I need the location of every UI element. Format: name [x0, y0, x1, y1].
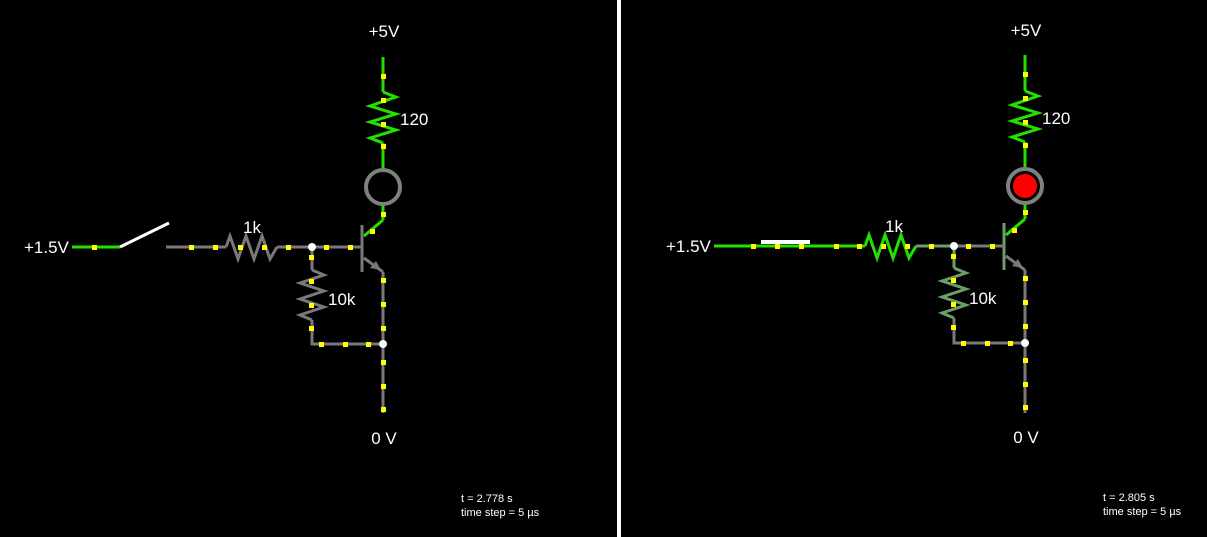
emitter-arrow-icon — [1012, 259, 1023, 268]
base-resistor-label: 1k — [243, 218, 261, 237]
current-dots — [92, 74, 386, 412]
base-resistor[interactable] — [863, 230, 918, 263]
junction-dot — [308, 243, 316, 251]
circuit-panel-switch-open: +5V +1.5V 120 1k 10k 0 V t = 2.778 s tim… — [24, 22, 540, 520]
time-step-readout: time step = 5 µs — [461, 507, 540, 519]
emitter-arrow-icon — [370, 261, 381, 270]
input-voltage-label: +1.5V — [666, 237, 712, 256]
led[interactable] — [364, 168, 402, 206]
simulation-status: t = 2.805 s time step = 5 µs — [1103, 491, 1181, 519]
collector-resistor[interactable] — [364, 90, 402, 145]
ground-return-wire — [952, 318, 1025, 345]
panel-divider — [617, 0, 621, 537]
pulldown-resistor-label: 10k — [328, 290, 356, 309]
circuit-panel-switch-closed: +5V +1.5V 120 1k 10k 0 V t = 2.805 s tim… — [621, 0, 1207, 537]
led-glow — [1013, 174, 1037, 198]
input-voltage-label: +1.5V — [24, 238, 70, 257]
switch-open[interactable] — [119, 221, 170, 249]
collector-resistor[interactable] — [1006, 89, 1044, 144]
base-resistor-label: 1k — [885, 217, 903, 236]
circuit-canvas: +5V +1.5V 120 1k 10k 0 V — [24, 22, 428, 448]
current-dots — [751, 72, 1028, 410]
simulation-status: t = 2.778 s time step = 5 µs — [461, 492, 539, 520]
ground-label: 0 V — [371, 429, 397, 448]
junction-dot — [950, 242, 958, 250]
collector-lead — [363, 218, 384, 238]
supply-voltage-label: +5V — [369, 22, 400, 41]
circuit-canvas: +5V +1.5V 120 1k 10k 0 V — [666, 21, 1070, 447]
junction-dot — [1021, 339, 1029, 347]
time-step-readout: time step = 5 µs — [1103, 506, 1182, 518]
time-readout: t = 2.805 s — [1103, 492, 1155, 504]
pulldown-resistor[interactable] — [295, 268, 329, 322]
base-resistor[interactable] — [224, 231, 279, 264]
pulldown-resistor-label: 10k — [969, 289, 997, 308]
supply-voltage-label: +5V — [1011, 21, 1042, 40]
pulldown-resistor[interactable] — [937, 266, 971, 320]
time-readout: t = 2.778 s — [461, 493, 513, 505]
collector-resistor-label: 120 — [1042, 109, 1070, 128]
collector-resistor-label: 120 — [400, 110, 428, 129]
ground-return-wire — [310, 320, 383, 346]
collector-lead — [1005, 217, 1026, 237]
led[interactable] — [1006, 167, 1044, 205]
junction-dot — [379, 340, 387, 348]
ground-label: 0 V — [1013, 428, 1039, 447]
